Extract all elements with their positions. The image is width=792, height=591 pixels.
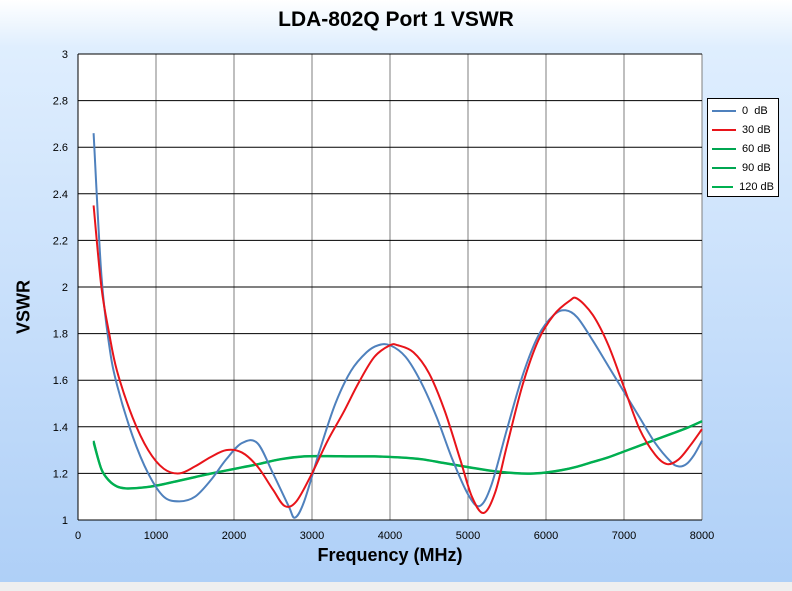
series-line-0 [92, 133, 703, 519]
y-tick-label: 1 [62, 515, 68, 527]
legend-item: 0 dB [712, 101, 774, 120]
x-tick-label: 4000 [378, 530, 402, 542]
y-tick-label: 3 [62, 49, 68, 61]
x-tick-label: 7000 [612, 530, 636, 542]
x-axis-label: Frequency (MHz) [317, 545, 463, 565]
legend-swatch [712, 109, 736, 112]
legend-label: 60 dB [742, 142, 771, 155]
y-tick-label: 2 [62, 282, 68, 294]
series-layer [92, 133, 703, 519]
y-tick-label: 1.4 [53, 422, 68, 434]
y-tick-label: 1.2 [53, 468, 68, 480]
horizontal-gridlines [78, 53, 702, 521]
legend-label: 120 dB [739, 180, 774, 193]
x-tick-label: 1000 [144, 530, 168, 542]
series-line-1 [92, 205, 703, 515]
legend-swatch [712, 166, 736, 169]
x-tick-labels: 0 1000 2000 3000 4000 5000 6000 7000 8000 [75, 530, 714, 542]
y-tick-label: 2.2 [53, 235, 68, 247]
y-tick-label: 1.6 [53, 375, 68, 387]
x-tick-label: 6000 [534, 530, 558, 542]
legend-swatch [712, 185, 734, 188]
y-tick-label: 2.6 [53, 142, 68, 154]
x-tick-label: 0 [75, 530, 81, 542]
x-tick-label: 2000 [222, 530, 246, 542]
legend-item: 120 dB [712, 177, 774, 196]
legend-item: 60 dB [712, 139, 774, 158]
legend-swatch [712, 128, 736, 131]
x-tick-label: 8000 [690, 530, 714, 542]
series-line-4 [92, 420, 703, 490]
legend-swatch [712, 147, 736, 150]
legend: 0 dB 30 dB 60 dB 90 dB 120 dB [707, 98, 779, 197]
legend-label: 30 dB [742, 123, 771, 136]
y-tick-label: 2.8 [53, 96, 68, 108]
legend-item: 90 dB [712, 158, 774, 177]
legend-label: 0 dB [742, 104, 768, 117]
chart-title: LDA-802Q Port 1 VSWR [278, 8, 514, 31]
y-tick-labels: 1 1.2 1.4 1.6 1.8 2 2.2 2.4 2.6 2.8 3 [53, 49, 68, 527]
y-tick-label: 1.8 [53, 329, 68, 341]
bottom-strip [0, 582, 792, 591]
legend-label: 90 dB [742, 161, 771, 174]
legend-item: 30 dB [712, 120, 774, 139]
x-tick-label: 3000 [300, 530, 324, 542]
y-tick-label: 2.4 [53, 189, 68, 201]
x-tick-label: 5000 [456, 530, 480, 542]
